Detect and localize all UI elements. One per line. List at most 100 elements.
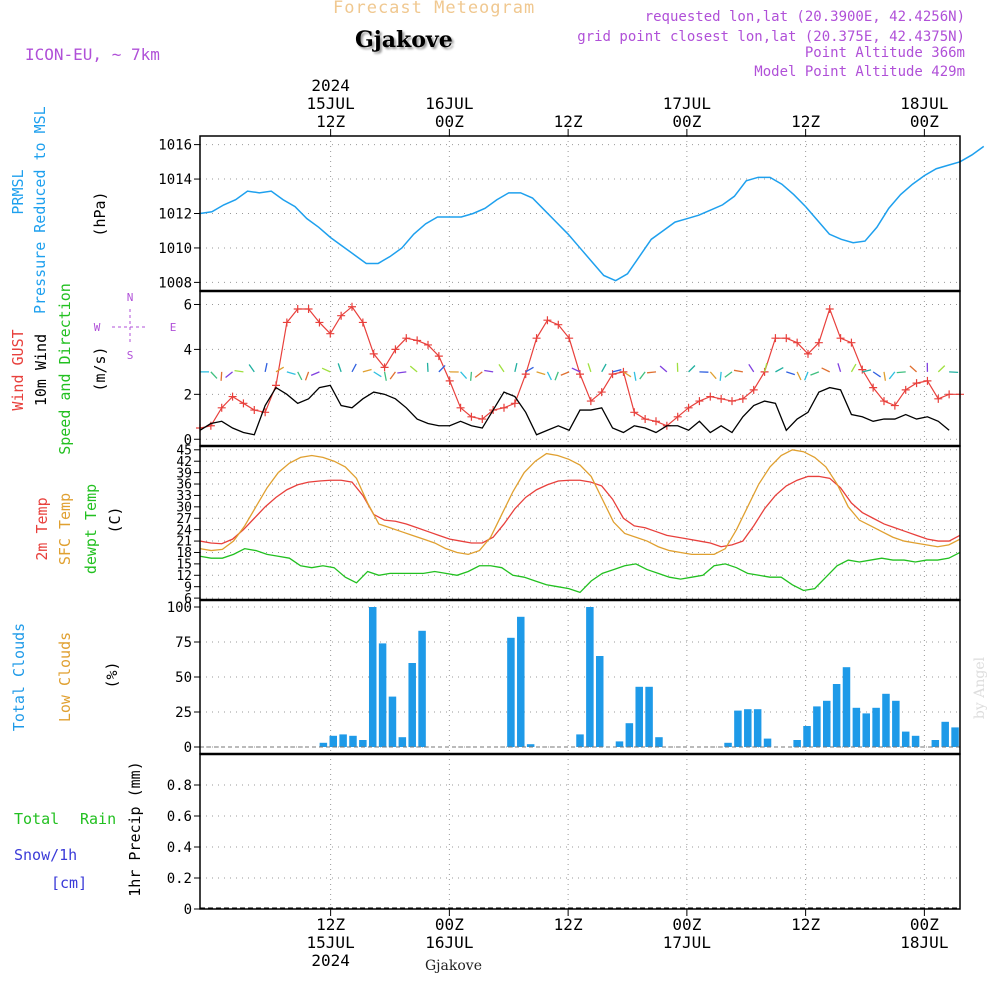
total-cloud-bar xyxy=(872,707,880,747)
precip-tick-label: 0.6 xyxy=(167,809,192,825)
wind-gust-marker xyxy=(304,304,313,313)
time-bottom-label: 12Z xyxy=(791,915,820,934)
wind-direction-arrow xyxy=(460,371,468,379)
meteogram-title: Forecast Meteogram xyxy=(333,0,536,18)
wind-direction-arrow xyxy=(804,371,809,381)
time-top-label: 00Z xyxy=(672,112,701,131)
total-cloud-bar xyxy=(763,738,772,747)
total-cloud-bar xyxy=(911,735,920,747)
wind-direction-arrow xyxy=(389,371,396,380)
total-cloud-bar xyxy=(852,707,861,747)
wind-gust-marker xyxy=(804,349,812,358)
temp-tick-label: 30 xyxy=(176,501,192,516)
total-cloud-bar xyxy=(526,744,535,747)
wind-gust-marker xyxy=(565,334,574,343)
total-cloud-bar xyxy=(319,742,328,747)
clouds-tick-label: 0 xyxy=(184,740,192,756)
total-cloud-bar xyxy=(744,709,752,747)
time-top-label: 2024 xyxy=(311,76,350,95)
wind-direction-arrow xyxy=(633,371,637,381)
total-cloud-bar xyxy=(842,667,851,747)
wind-speed-line xyxy=(199,384,950,436)
wind-gust-marker xyxy=(814,338,823,347)
wind-direction-arrow xyxy=(796,371,802,381)
total-cloud-bar xyxy=(635,686,643,747)
wind-gust-marker xyxy=(228,392,237,401)
total-cloud-bar xyxy=(517,616,525,747)
time-top-label: 12Z xyxy=(316,112,345,131)
wind-tick-label: 6 xyxy=(184,298,192,314)
wind-tick-label: 0 xyxy=(184,432,192,448)
wind-gust-marker xyxy=(934,394,943,403)
requested-coords: requested lon,lat (20.3900E, 42.4256N) xyxy=(644,9,965,25)
wind-gust-marker xyxy=(358,318,367,327)
wind-direction-arrow xyxy=(775,366,784,373)
time-bottom-label: 12Z xyxy=(316,915,345,934)
wind-gust-marker xyxy=(510,399,519,408)
wind-gust-marker xyxy=(597,388,606,397)
clouds-tick-label: 75 xyxy=(175,635,192,651)
wind-gust-marker xyxy=(695,397,704,406)
wind-gust-marker xyxy=(380,363,389,372)
total-cloud-bar xyxy=(507,637,515,747)
precip-snow-unit: [cm] xyxy=(51,874,88,892)
compass-n: N xyxy=(127,291,134,304)
wind-direction-arrow xyxy=(587,363,592,373)
time-top-label: 15JUL xyxy=(307,94,355,113)
wind-direction-arrow xyxy=(337,363,342,373)
time-bottom-label: 00Z xyxy=(910,915,939,934)
total-cloud-bar xyxy=(398,737,407,747)
wind-gust-marker xyxy=(456,403,465,412)
wind-direction-arrow xyxy=(862,369,872,373)
model-label: ICON-EU, ~ 7km xyxy=(25,45,160,64)
total-cloud-bar xyxy=(359,740,367,747)
wind-direction-arrow xyxy=(220,371,223,381)
wind-gust-marker xyxy=(315,318,324,327)
wind-direction-arrow xyxy=(373,371,382,378)
wind-direction-arrow xyxy=(937,365,946,373)
temp-tick-label: 24 xyxy=(176,523,192,538)
total-cloud-bar xyxy=(753,709,762,747)
wind-gust-marker xyxy=(717,394,726,403)
dewpoint-line xyxy=(199,547,961,594)
time-top-label: 00Z xyxy=(910,112,939,131)
wind-gust-marker xyxy=(413,336,422,345)
temp-tick-label: 33 xyxy=(176,489,192,504)
total-cloud-bar xyxy=(388,696,397,747)
total-cloud-bar xyxy=(645,686,653,747)
wind-gust-marker xyxy=(771,334,780,343)
wind-direction-arrow xyxy=(210,371,218,379)
time-top-label: 18JUL xyxy=(900,94,948,113)
wind-direction-arrow xyxy=(883,371,887,381)
wind-direction-arrow xyxy=(264,362,268,373)
precip-total-label: Total xyxy=(14,810,60,828)
wind-direction-arrow xyxy=(733,369,743,373)
wind-gust-marker xyxy=(673,412,682,421)
temp-sfc-line xyxy=(199,449,961,556)
pressure-line xyxy=(199,145,985,282)
wind-direction-arrow xyxy=(719,371,722,381)
wind-direction-arrow xyxy=(837,363,842,373)
wind-direction-arrow xyxy=(286,371,296,375)
total-cloud-bar xyxy=(329,735,337,747)
time-bottom-label: 15JUL xyxy=(307,933,355,952)
wind-direction-arrow xyxy=(896,371,906,374)
wind-gust-marker xyxy=(749,385,758,394)
wind-gust-marker xyxy=(880,397,888,406)
wind-direction-arrow xyxy=(810,371,820,376)
time-bottom-label: 12Z xyxy=(554,915,583,934)
wind-gust-marker xyxy=(500,403,508,412)
precip-tick-label: 0.8 xyxy=(167,778,192,794)
wind-gust-marker xyxy=(858,365,867,374)
total-cloud-bar xyxy=(368,607,377,747)
time-top-label: 16JUL xyxy=(425,94,473,113)
wind-gust-marker xyxy=(793,338,802,347)
pressure-tick-label: 1014 xyxy=(158,172,192,188)
wind-gust-marker xyxy=(586,397,595,406)
temp-tick-label: 15 xyxy=(176,558,192,573)
total-cloud-bar xyxy=(349,735,357,747)
compass-s: S xyxy=(127,349,134,362)
time-bottom-label: 17JUL xyxy=(663,933,711,952)
wind-direction-arrow xyxy=(469,371,473,381)
wind-gust-marker xyxy=(652,417,660,426)
